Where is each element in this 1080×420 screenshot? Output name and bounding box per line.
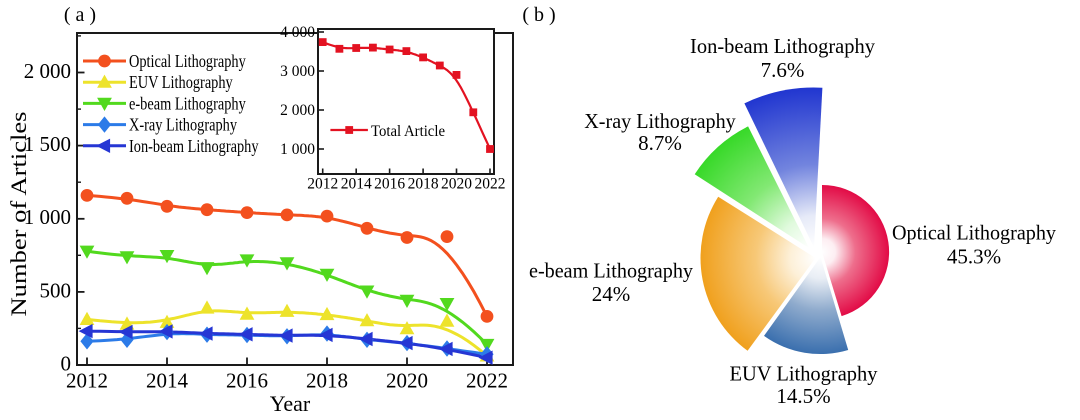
svg-text:0: 0 bbox=[61, 352, 72, 376]
svg-text:2020: 2020 bbox=[441, 176, 472, 193]
svg-text:2014: 2014 bbox=[341, 176, 372, 193]
svg-text:Optical Lithography: Optical Lithography bbox=[892, 221, 1056, 245]
svg-text:7.6%: 7.6% bbox=[761, 58, 805, 82]
svg-text:500: 500 bbox=[40, 278, 72, 302]
svg-text:3 000: 3 000 bbox=[280, 63, 315, 80]
svg-text:Optical Lithography: Optical Lithography bbox=[129, 51, 246, 71]
svg-text:2016: 2016 bbox=[374, 176, 405, 193]
svg-text:2018: 2018 bbox=[408, 176, 439, 193]
svg-text:X-ray Lithography: X-ray Lithography bbox=[584, 109, 736, 133]
svg-text:1 000: 1 000 bbox=[280, 141, 315, 158]
svg-text:2018: 2018 bbox=[306, 369, 348, 393]
svg-text:Ion-beam Lithography: Ion-beam Lithography bbox=[690, 34, 875, 58]
svg-text:EUV Lithography: EUV Lithography bbox=[129, 72, 233, 92]
svg-text:X-ray Lithography: X-ray Lithography bbox=[129, 115, 237, 135]
svg-text:2012: 2012 bbox=[66, 369, 108, 393]
svg-text:Year: Year bbox=[270, 391, 311, 415]
svg-text:Ion-beam Lithography: Ion-beam Lithography bbox=[129, 136, 259, 156]
svg-text:EUV Lithography: EUV Lithography bbox=[730, 362, 878, 386]
svg-text:2012: 2012 bbox=[307, 176, 338, 193]
svg-text:4 000: 4 000 bbox=[280, 24, 315, 41]
svg-text:Number of Articles: Number of Articles bbox=[6, 112, 31, 317]
svg-text:( a ): ( a ) bbox=[64, 4, 96, 26]
svg-text:( b ): ( b ) bbox=[522, 4, 555, 26]
svg-text:1 500: 1 500 bbox=[24, 132, 71, 156]
svg-text:e-beam Lithography: e-beam Lithography bbox=[129, 93, 246, 113]
svg-text:2020: 2020 bbox=[386, 369, 428, 393]
svg-text:24%: 24% bbox=[592, 282, 631, 306]
svg-text:2014: 2014 bbox=[146, 369, 189, 393]
svg-text:1 000: 1 000 bbox=[24, 205, 71, 229]
svg-text:2022: 2022 bbox=[466, 369, 508, 393]
svg-text:14.5%: 14.5% bbox=[776, 384, 830, 408]
svg-text:45.3%: 45.3% bbox=[947, 245, 1001, 269]
svg-text:e-beam Lithography: e-beam Lithography bbox=[529, 258, 693, 282]
svg-text:2 000: 2 000 bbox=[24, 59, 71, 83]
svg-text:2022: 2022 bbox=[475, 176, 506, 193]
svg-text:Total Article: Total Article bbox=[371, 123, 445, 140]
svg-text:2016: 2016 bbox=[226, 369, 268, 393]
svg-text:2 000: 2 000 bbox=[280, 102, 315, 119]
svg-text:8.7%: 8.7% bbox=[638, 131, 682, 155]
